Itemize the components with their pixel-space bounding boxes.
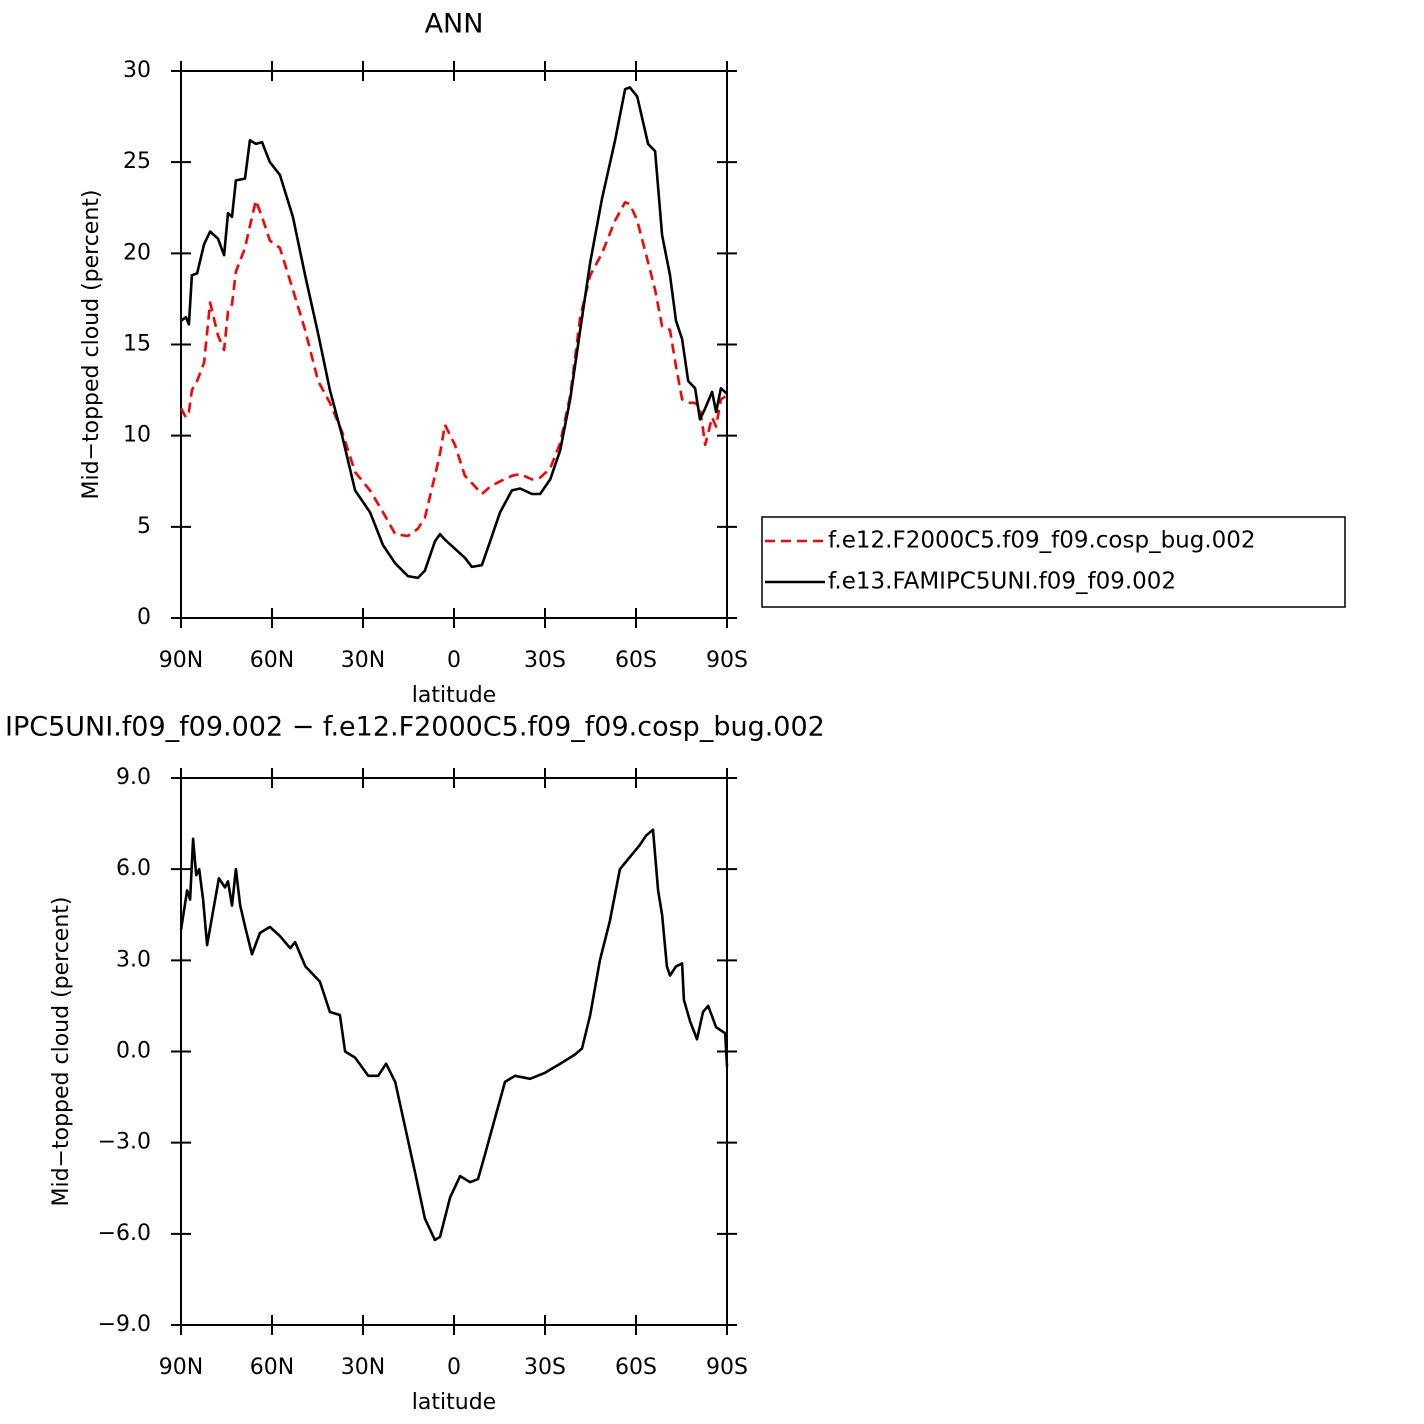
y-tick-label: 25 xyxy=(123,149,151,174)
y-tick-label: −3.0 xyxy=(98,1130,151,1155)
x-tick-label: 60S xyxy=(615,1355,657,1380)
y-tick-label: −9.0 xyxy=(98,1312,151,1337)
x-tick-label: 60N xyxy=(250,648,294,673)
x-tick-label: 90N xyxy=(159,648,203,673)
x-axis-label: latitude xyxy=(412,1390,496,1415)
y-tick-label: 6.0 xyxy=(116,856,151,881)
data-line xyxy=(180,86,728,580)
y-tick-label: 5 xyxy=(137,514,151,539)
x-tick-label: 90S xyxy=(706,1355,748,1380)
legend-label: f.e12.F2000C5.f09_f09.cosp_bug.002 xyxy=(828,528,1256,554)
x-tick-label: 30N xyxy=(341,1355,385,1380)
y-tick-label: 3.0 xyxy=(116,947,151,972)
y-tick-label: −6.0 xyxy=(98,1221,151,1246)
chart-title: ANN xyxy=(425,9,484,40)
x-tick-label: 90N xyxy=(159,1355,203,1380)
x-tick-label: 0 xyxy=(447,648,461,673)
x-tick-label: 30N xyxy=(341,648,385,673)
y-tick-label: 15 xyxy=(123,332,151,357)
plot-frame xyxy=(180,777,728,1326)
x-tick-label: 30S xyxy=(524,1355,566,1380)
x-tick-label: 90S xyxy=(706,648,748,673)
y-tick-label: 9.0 xyxy=(116,765,151,790)
y-tick-label: 0.0 xyxy=(116,1039,151,1064)
legend-box xyxy=(761,516,1346,608)
plot-frame xyxy=(180,70,728,619)
y-axis-label: Mid−topped cloud (percent) xyxy=(79,190,104,500)
x-tick-label: 60N xyxy=(250,1355,294,1380)
data-line xyxy=(179,199,728,538)
x-tick-label: 0 xyxy=(447,1355,461,1380)
y-tick-label: 10 xyxy=(123,423,151,448)
x-tick-label: 60S xyxy=(615,648,657,673)
x-tick-label: 30S xyxy=(524,648,566,673)
x-axis-label: latitude xyxy=(412,683,496,708)
y-tick-label: 0 xyxy=(137,605,151,630)
data-line xyxy=(179,828,729,1242)
y-tick-label: 30 xyxy=(123,58,151,83)
legend-label: f.e13.FAMIPC5UNI.f09_f09.002 xyxy=(828,569,1176,595)
y-axis-label: Mid−topped cloud (percent) xyxy=(49,897,74,1207)
chart-title: IPC5UNI.f09_f09.002 − f.e12.F2000C5.f09_… xyxy=(5,712,825,743)
y-tick-label: 20 xyxy=(123,240,151,265)
